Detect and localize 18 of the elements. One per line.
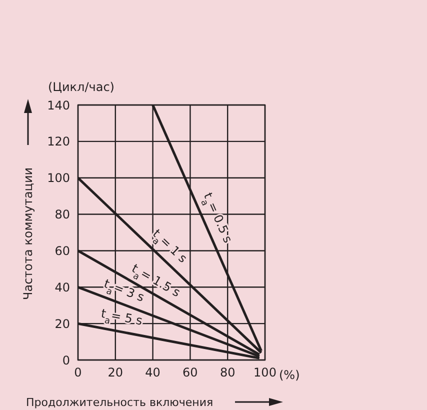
y-tick-label: 100 <box>47 171 70 186</box>
text: (%) <box>279 368 300 382</box>
y-tick-label: 80 <box>54 208 70 222</box>
y-tick-label: 140 <box>47 98 70 112</box>
y-tick-label: 60 <box>54 244 70 258</box>
y-tick-label: 20 <box>54 316 70 331</box>
y-tick-label: 40 <box>54 280 70 294</box>
x-tick-label: 80 <box>220 366 236 380</box>
x-axis-title: Продолжительность включения <box>26 396 214 409</box>
y-tick-label: 0 <box>62 353 70 368</box>
text: (Цикл/час) <box>48 80 114 94</box>
x-tick-label: 0 <box>74 366 82 380</box>
x-tick-label: 60 <box>182 366 198 380</box>
x-tick-label: 20 <box>108 366 124 380</box>
x-tick-label: 40 <box>145 366 160 380</box>
x-tick-label: 100 <box>254 366 276 380</box>
y-axis-title: Частота коммутации <box>21 167 35 300</box>
y-tick-label: 120 <box>47 134 70 149</box>
